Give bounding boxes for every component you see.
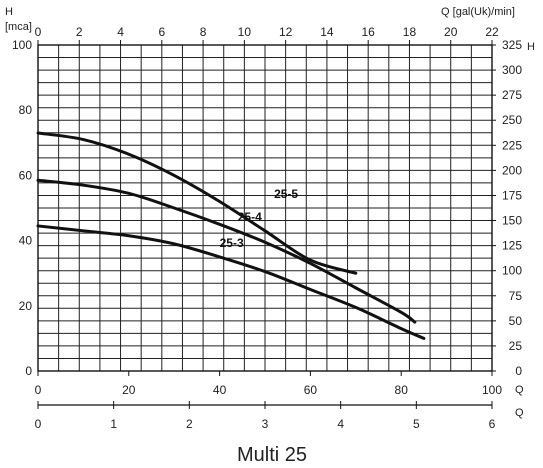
top-tick-label: 2 — [76, 25, 83, 39]
y-tick-label: 80 — [19, 103, 33, 117]
x-tick-label: 100 — [482, 383, 502, 397]
top-tick-label: 14 — [320, 25, 334, 39]
top-tick-label: 4 — [117, 25, 124, 39]
right-tick-label: 175 — [502, 188, 522, 202]
bottom-axis2-tick-label: 1 — [110, 417, 117, 431]
curves: 25-5 25-4 25-3 — [36, 131, 426, 340]
top-tick-label: 20 — [444, 25, 458, 39]
curve-25-3 — [36, 224, 426, 340]
right-tick-label: 25 — [509, 339, 523, 353]
y-axis-unit: [mca] — [5, 21, 32, 33]
top-tick-label: 12 — [279, 25, 293, 39]
curve-label-25-5: 25-5 — [274, 187, 298, 201]
right-tick-label: 225 — [502, 138, 522, 152]
chart-title: Multi 25 — [237, 444, 307, 466]
x-tick-label: 0 — [35, 383, 42, 397]
x-tick-label: 60 — [304, 383, 318, 397]
top-tick-label: 0 — [35, 25, 42, 39]
bottom-axis2-tick-label: 2 — [186, 417, 193, 431]
top-tick-label: 22 — [485, 25, 499, 39]
right-tick-label: 100 — [502, 264, 522, 278]
y-tick-label: 40 — [19, 234, 33, 248]
x-axis-label: Q — [515, 384, 524, 396]
right-tick-label: 0 — [515, 364, 522, 378]
right-tick-label: 75 — [509, 289, 523, 303]
top-tick-label: 10 — [238, 25, 252, 39]
right-tick-label: 275 — [502, 88, 522, 102]
y-axis-label: H — [5, 6, 13, 18]
x-tick-label: 40 — [213, 383, 227, 397]
y-tick-label: 0 — [25, 364, 32, 378]
bottom-axis2-label: Q — [515, 407, 524, 419]
y-tick-label: 20 — [19, 299, 33, 313]
y-tick-label: 100 — [12, 38, 32, 52]
right-axis-label: H — [527, 41, 535, 53]
right-tick-label: 150 — [502, 214, 522, 228]
y-tick-label: 60 — [19, 168, 33, 182]
top-tick-label: 18 — [403, 25, 417, 39]
bottom-axis2-tick-label: 3 — [262, 417, 269, 431]
plot-border — [37, 44, 493, 372]
top-tick-label: 16 — [362, 25, 376, 39]
right-tick-label: 250 — [502, 113, 522, 127]
right-tick-label: 50 — [509, 314, 523, 328]
right-tick-label: 125 — [502, 239, 522, 253]
curve-label-25-3: 25-3 — [220, 236, 244, 250]
top-tick-label: 6 — [158, 25, 165, 39]
curve-25-5 — [36, 131, 358, 275]
top-tick-label: 8 — [200, 25, 207, 39]
bottom-axis2-tick-label: 6 — [489, 417, 496, 431]
bottom-axis2-tick-label: 5 — [413, 417, 420, 431]
right-tick-label: 200 — [502, 163, 522, 177]
curve-25-4 — [36, 178, 417, 324]
plot-frame — [37, 40, 496, 409]
top-axis-label: Q [gal(Uk)/min] — [441, 6, 515, 18]
bottom-axis2-tick-label: 0 — [35, 417, 42, 431]
tick-labels: 0 2 4 6 8 10 12 14 16 18 20 22020406080100025507510… — [12, 25, 522, 431]
grid — [38, 45, 492, 371]
right-tick-label: 325 — [502, 38, 522, 52]
curve-label-25-4: 25-4 — [238, 210, 262, 224]
bottom-axis2-tick-label: 4 — [337, 417, 344, 431]
right-tick-label: 300 — [502, 63, 522, 77]
x-tick-label: 80 — [395, 383, 409, 397]
x-tick-label: 20 — [122, 383, 136, 397]
